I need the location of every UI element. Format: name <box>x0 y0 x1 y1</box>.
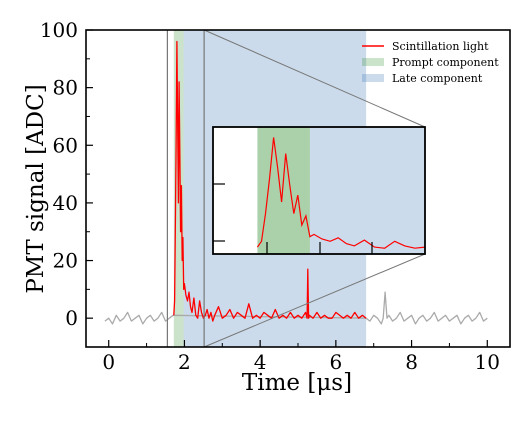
series-layer <box>104 40 488 325</box>
legend: Scintillation light Prompt component Lat… <box>362 40 499 85</box>
y-tick-label-40: 40 <box>53 191 78 215</box>
inset-plot <box>212 126 426 255</box>
x-tick-label-0: 0 <box>102 350 115 374</box>
y-tick-label-20: 20 <box>53 249 78 273</box>
y-axis-title: PMT signal [ADC] <box>23 84 49 293</box>
legend-label-late: Late component <box>392 72 483 85</box>
inset-region-prompt <box>257 127 310 254</box>
legend-label-scintillation: Scintillation light <box>392 40 489 53</box>
x-tick-label-10: 10 <box>475 350 500 374</box>
x-tick-label-4: 4 <box>254 350 267 374</box>
y-tick-label-60: 60 <box>53 133 78 157</box>
legend-swatch-prompt <box>362 58 384 66</box>
vertical-markers <box>166 30 205 347</box>
inset-frame <box>212 126 426 255</box>
y-tick-label-80: 80 <box>53 76 78 100</box>
inset-background <box>213 127 425 254</box>
x-axis-title: Time [μs] <box>242 370 352 396</box>
y-tick-label-100: 100 <box>40 18 78 42</box>
connector-line-bottom <box>203 253 426 348</box>
y-tick-label-0: 0 <box>65 306 78 330</box>
x-tick-label-2: 2 <box>178 350 191 374</box>
series-line-baseline <box>104 291 488 325</box>
inset-region-late <box>309 127 425 254</box>
inset-connector-lines <box>203 29 426 348</box>
inset-series-scintillation <box>256 137 426 249</box>
connector-line-top <box>203 29 426 128</box>
legend-swatch-late <box>362 74 384 82</box>
series-line-scintillation <box>173 40 367 322</box>
legend-label-prompt: Prompt component <box>392 56 499 69</box>
x-tick-label-8: 8 <box>405 350 418 374</box>
x-tick-label-6: 6 <box>329 350 342 374</box>
